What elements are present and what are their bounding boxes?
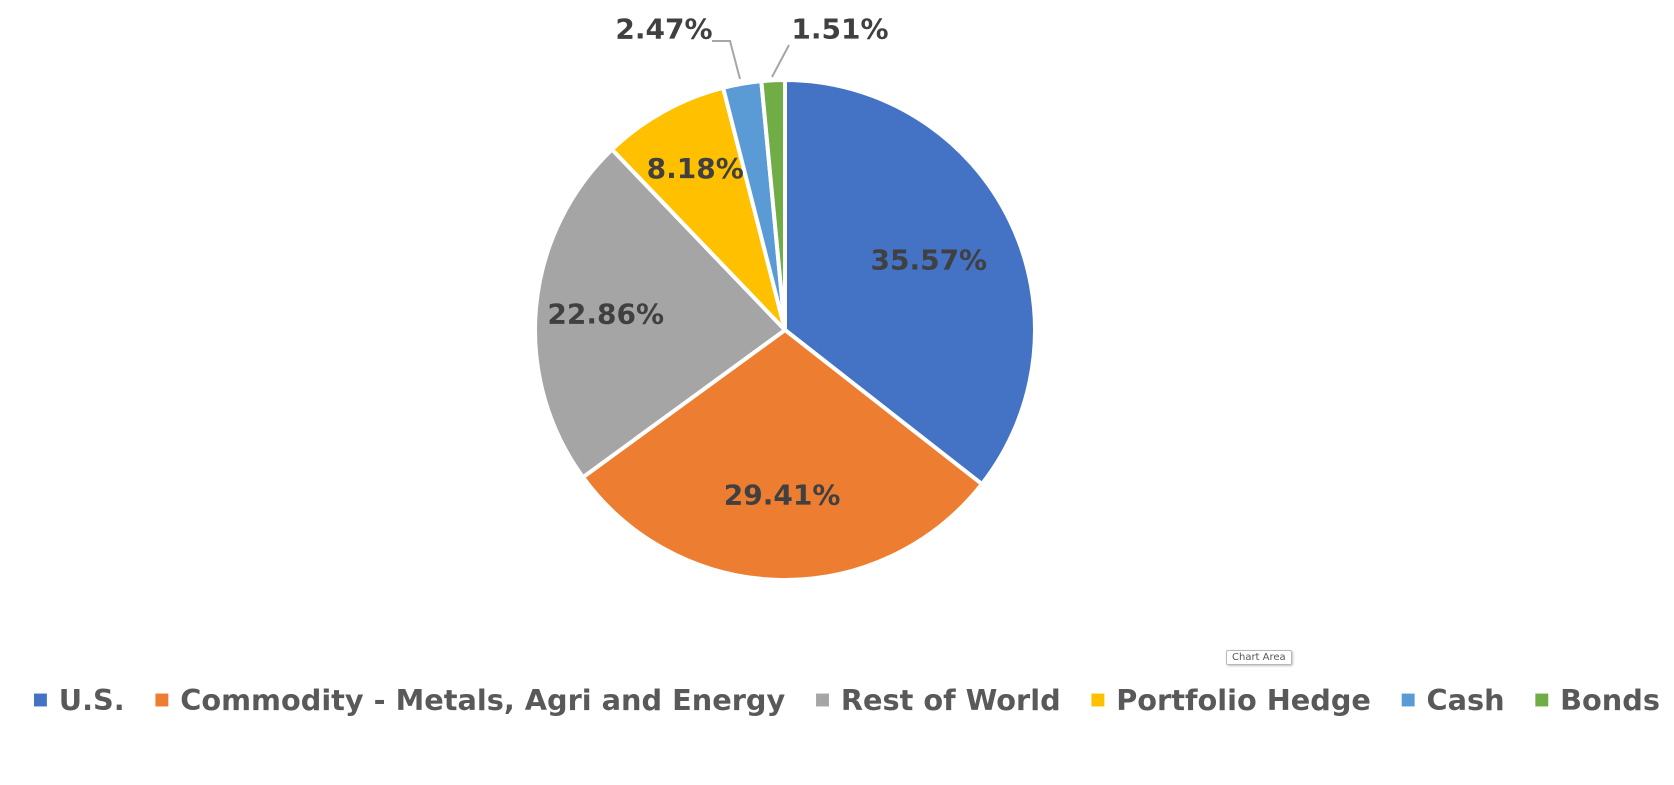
leader-line-bonds <box>771 44 790 78</box>
data-label-portfolio-hedge: 8.18% <box>647 152 744 185</box>
data-label-cash: 2.47% <box>615 13 712 46</box>
pie-slice-u-s[interactable] <box>783 78 1037 487</box>
legend-marker-rest-of-world <box>816 693 829 707</box>
legend-item-cash[interactable]: Cash <box>1401 683 1505 717</box>
pie-slice-rest-of-world[interactable] <box>533 147 787 480</box>
chart-area-tooltip: Chart Area <box>1226 650 1292 665</box>
legend-marker-commodity-metals-agri-and-energy <box>155 693 169 707</box>
legend: U.S. Commodity - Metals, Agri and Energy R… <box>34 683 1660 717</box>
legend-item-u-s[interactable]: U.S. <box>34 683 125 717</box>
legend-label-rest-of-world: Rest of World <box>841 683 1061 717</box>
legend-marker-bonds <box>1535 693 1549 707</box>
data-label-rest-of-world: 22.86% <box>547 298 664 331</box>
legend-item-portfolio-hedge[interactable]: Portfolio Hedge <box>1091 683 1371 717</box>
pie-slice-bonds[interactable] <box>759 77 787 332</box>
legend-label-u-s: U.S. <box>59 683 125 717</box>
legend-label-portfolio-hedge: Portfolio Hedge <box>1116 683 1371 717</box>
legend-item-commodity-metals-agri-and-energy[interactable]: Commodity - Metals, Agri and Energy <box>155 683 785 717</box>
legend-item-bonds[interactable]: Bonds <box>1535 683 1660 717</box>
legend-label-bonds: Bonds <box>1560 683 1660 717</box>
legend-marker-cash <box>1401 693 1415 707</box>
leader-line-cash <box>712 40 741 80</box>
data-label-u-s: 35.57% <box>870 243 987 276</box>
legend-label-cash: Cash <box>1427 683 1505 717</box>
slices-layer <box>533 77 1037 582</box>
leader-lines-layer <box>712 40 790 80</box>
pie-slice-commodity-metals-agri-and-energy[interactable] <box>580 328 984 582</box>
data-labels-layer: 35.57% 29.41% 22.86% 8.18% 2.47% 1.51% <box>547 13 987 512</box>
data-label-commodity-metals-agri-and-energy: 29.41% <box>724 479 841 512</box>
pie-slice-portfolio-hedge[interactable] <box>610 85 787 332</box>
legend-label-commodity-metals-agri-and-energy: Commodity - Metals, Agri and Energy <box>180 683 785 717</box>
legend-marker-u-s <box>34 693 47 707</box>
legend-item-rest-of-world[interactable]: Rest of World <box>816 683 1061 717</box>
data-label-bonds: 1.51% <box>791 13 888 46</box>
legend-marker-portfolio-hedge <box>1091 693 1105 707</box>
